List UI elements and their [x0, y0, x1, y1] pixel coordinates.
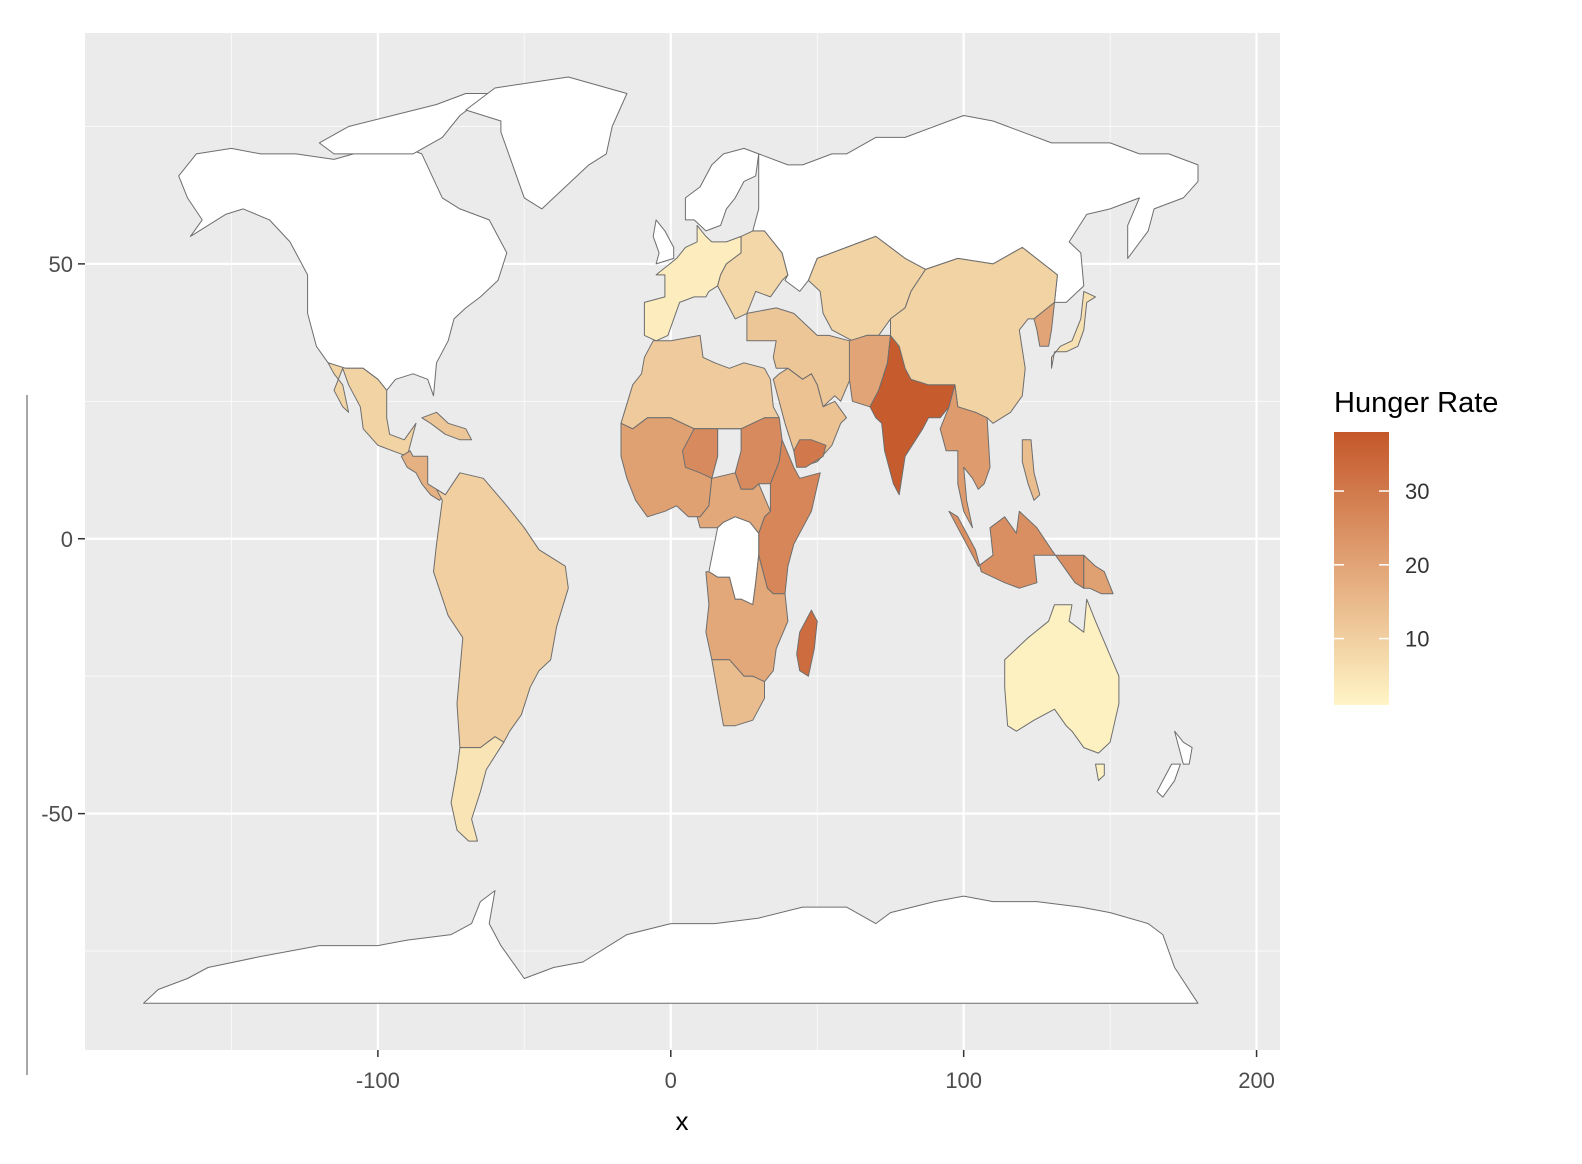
region-british-isles: [652, 219, 675, 265]
region-southeast-asia: [939, 384, 991, 529]
region-australia: [1004, 598, 1120, 754]
region-greenland: [465, 76, 628, 210]
region-china: [890, 246, 1058, 424]
legend: Hunger Rate 10 20 30: [1334, 387, 1498, 705]
x-axis-ticks: -100 0 100 200: [356, 1050, 1275, 1093]
x-tick-label: -100: [356, 1068, 400, 1093]
y-tick-label: -50: [41, 802, 73, 827]
region-korea: [1033, 301, 1055, 347]
y-axis-ticks: -50 0 50: [41, 252, 85, 827]
axes: -100 0 100 200 -50 0 50 x: [26, 252, 1275, 1136]
region-new-zealand-south: [1156, 763, 1181, 798]
legend-tick-label: 30: [1405, 479, 1429, 504]
region-south-africa: [711, 659, 765, 727]
region-scandinavia: [684, 147, 760, 232]
region-arabia: [772, 367, 847, 468]
region-western-europe: [643, 224, 742, 342]
region-indonesia: [948, 510, 1085, 589]
y-tick-label: 50: [49, 252, 73, 277]
country-regions: [143, 76, 1199, 1004]
region-papua: [1083, 554, 1114, 595]
region-antarctica: [143, 890, 1199, 1004]
region-middle-east: [746, 307, 853, 408]
region-yemen: [793, 439, 827, 468]
region-argentina: [450, 736, 505, 842]
region-caribbean: [421, 411, 473, 441]
x-axis-title: x: [676, 1106, 689, 1136]
region-new-zealand: [1174, 730, 1193, 765]
map-panel: [85, 33, 1280, 1050]
region-philippines: [1021, 439, 1041, 501]
legend-tick-label: 20: [1405, 553, 1429, 578]
legend-title: Hunger Rate: [1334, 387, 1498, 419]
region-south-america: [433, 472, 569, 749]
legend-colorbar: [1334, 432, 1389, 705]
region-madagascar: [796, 609, 818, 677]
x-tick-label: 200: [1238, 1068, 1275, 1093]
x-tick-label: 0: [665, 1068, 677, 1093]
legend-tick-label: 10: [1405, 627, 1429, 652]
x-tick-label: 100: [945, 1068, 982, 1093]
region-mexico: [327, 362, 417, 457]
legend-ticks: 10 20 30: [1334, 479, 1429, 652]
region-tasmania: [1095, 763, 1105, 782]
region-japan: [1051, 290, 1096, 369]
y-tick-label: 0: [61, 527, 73, 552]
